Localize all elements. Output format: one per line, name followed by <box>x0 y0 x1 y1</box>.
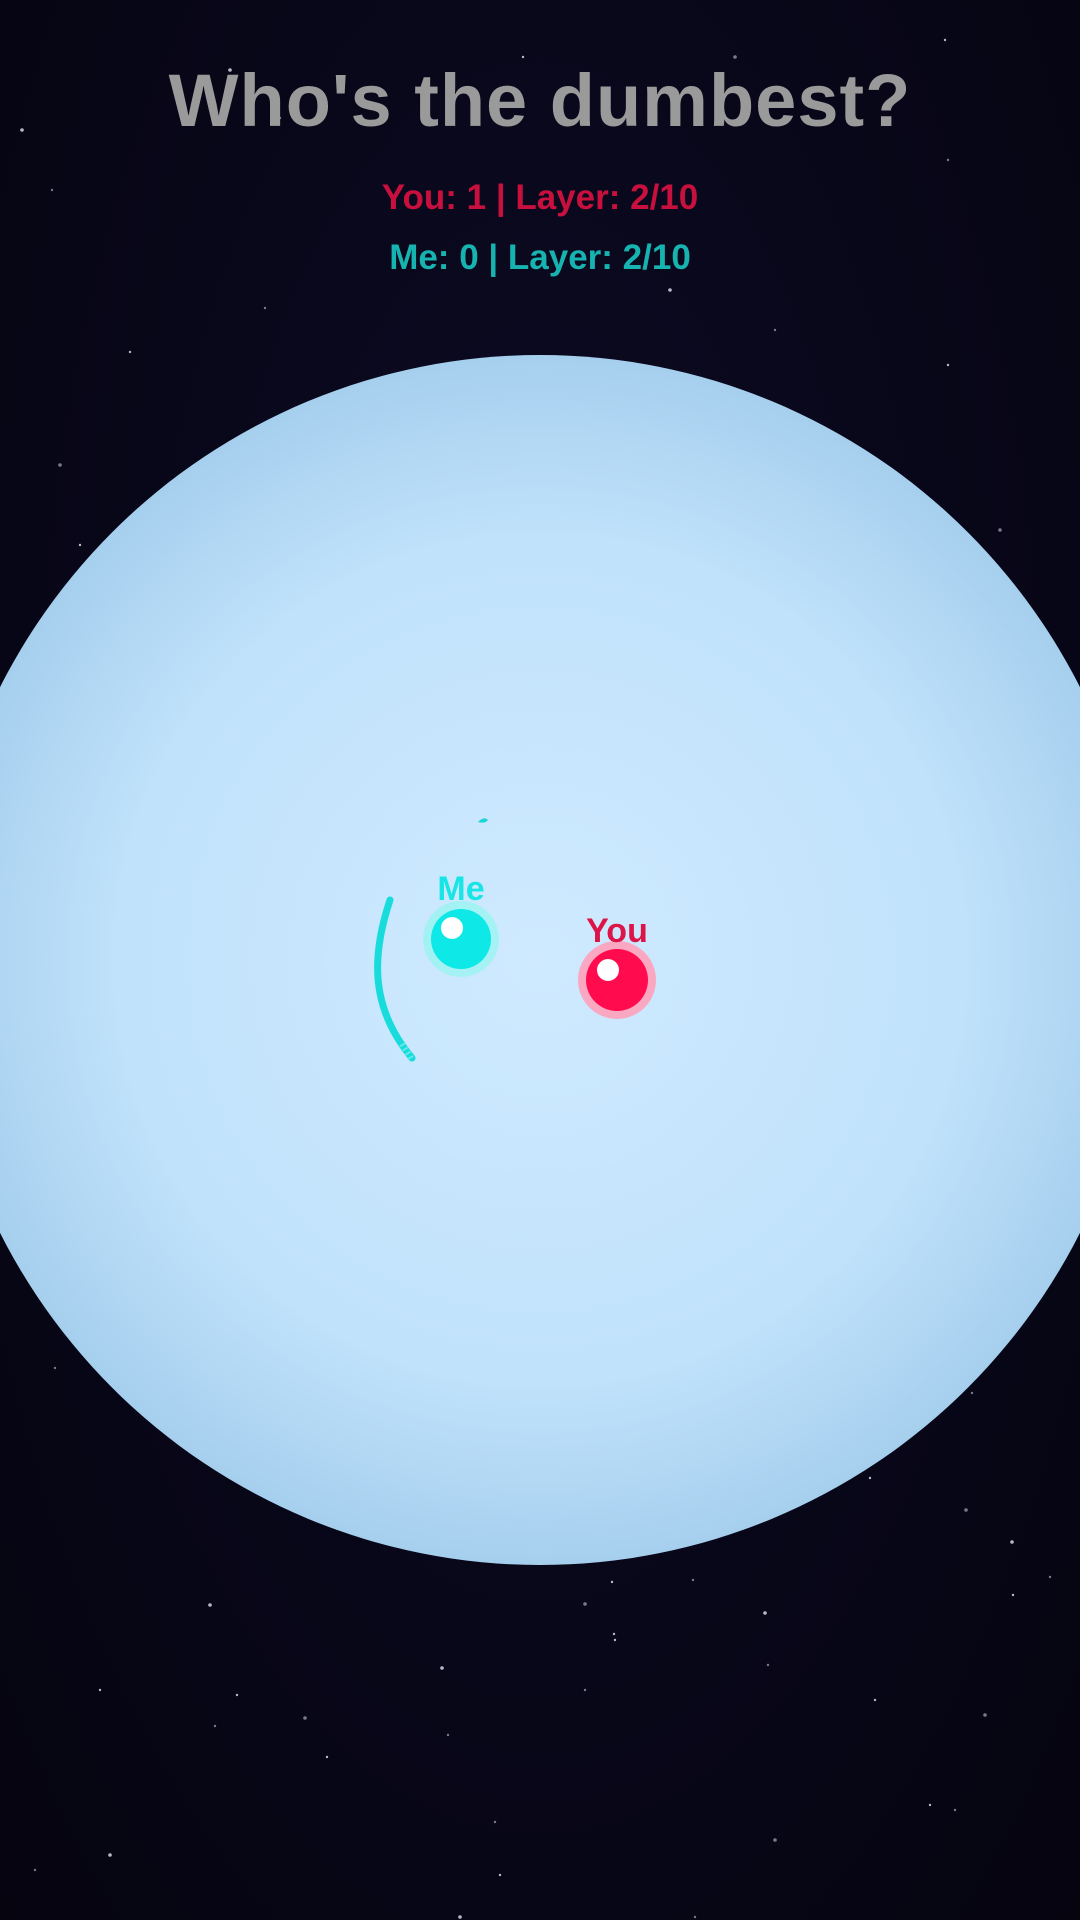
star <box>468 93 472 97</box>
star <box>943 38 947 42</box>
star <box>946 363 950 367</box>
star <box>946 158 950 162</box>
star <box>1048 1575 1052 1579</box>
star <box>278 116 282 120</box>
star <box>583 1602 587 1606</box>
star <box>213 1724 217 1728</box>
star <box>773 328 777 332</box>
score-you: You: 1 | Layer: 2/10 <box>381 178 699 217</box>
star <box>325 1755 329 1759</box>
star <box>58 463 62 467</box>
star <box>108 1853 112 1857</box>
star <box>458 1915 462 1919</box>
star <box>78 543 82 547</box>
star <box>766 1663 770 1667</box>
star <box>1011 1593 1015 1597</box>
star <box>610 1580 614 1584</box>
star <box>1010 1540 1014 1544</box>
star <box>733 55 737 59</box>
player-you[interactable]: You <box>578 912 656 1019</box>
star <box>53 1366 57 1370</box>
arena-planet <box>0 355 1080 1565</box>
star <box>928 1803 932 1807</box>
star <box>964 1508 968 1512</box>
star <box>763 1611 767 1615</box>
star <box>128 350 132 354</box>
star <box>693 1915 697 1919</box>
star <box>208 1603 212 1607</box>
game-title: Who's the dumbest? <box>168 59 912 142</box>
player-you-label: You <box>586 912 648 950</box>
star <box>440 1666 444 1670</box>
star <box>868 1476 872 1480</box>
star <box>583 1688 587 1692</box>
star <box>691 1578 695 1582</box>
star <box>873 1698 877 1702</box>
star <box>953 1808 957 1812</box>
player-you-body <box>586 949 648 1011</box>
star <box>263 306 267 310</box>
player-me-highlight <box>441 917 463 939</box>
star <box>446 1733 450 1737</box>
star <box>970 1391 974 1395</box>
star <box>521 55 525 59</box>
me-trail-arc <box>374 896 416 1062</box>
star <box>50 188 54 192</box>
score-me: Me: 0 | Layer: 2/10 <box>389 238 691 277</box>
star <box>33 1868 37 1872</box>
star <box>612 1632 616 1636</box>
star <box>303 1716 307 1720</box>
star <box>228 68 232 72</box>
star <box>20 128 24 132</box>
star <box>998 528 1002 532</box>
player-me-label: Me <box>437 870 484 908</box>
debris-mark <box>478 818 488 823</box>
star <box>983 1713 987 1717</box>
star <box>668 288 672 292</box>
player-me[interactable]: Me <box>423 870 499 977</box>
player-me-body <box>431 909 491 969</box>
star <box>498 1873 502 1877</box>
star <box>98 1688 102 1692</box>
star <box>613 1638 617 1642</box>
star <box>773 1838 777 1842</box>
star <box>493 1820 497 1824</box>
star <box>235 1693 239 1697</box>
me-trail-tail <box>399 1042 415 1062</box>
player-you-highlight <box>597 959 619 981</box>
